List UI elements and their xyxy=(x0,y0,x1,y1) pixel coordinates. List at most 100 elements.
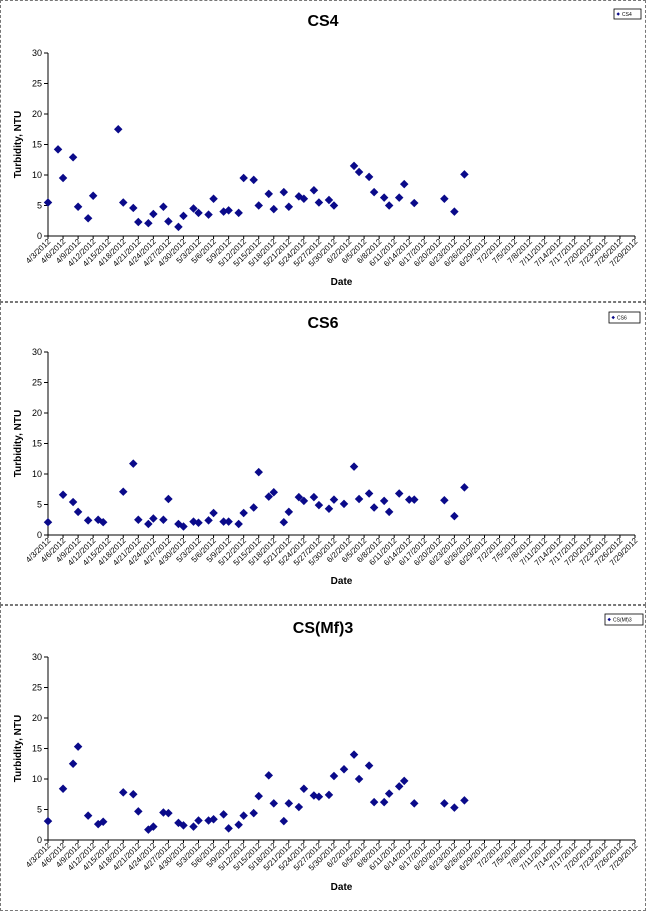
data-point xyxy=(83,214,93,223)
data-point xyxy=(379,193,389,202)
chart-title: CS6 xyxy=(307,315,338,332)
y-tick-label: 10 xyxy=(32,170,42,180)
legend-label: CS(Mf)3 xyxy=(613,617,632,623)
chart-title: CS(Mf)3 xyxy=(293,620,354,637)
data-point xyxy=(354,167,364,177)
data-point xyxy=(58,490,68,499)
data-point xyxy=(68,497,78,507)
data-point xyxy=(129,203,138,213)
data-point xyxy=(379,797,389,807)
data-point xyxy=(73,742,83,751)
y-tick-label: 0 xyxy=(37,231,42,241)
data-point xyxy=(394,489,404,498)
data-point xyxy=(314,500,324,510)
legend: CS4 xyxy=(613,8,642,20)
data-point xyxy=(249,503,258,512)
data-point xyxy=(279,517,289,527)
data-point xyxy=(113,125,123,134)
data-point xyxy=(134,515,143,524)
data-point xyxy=(249,808,258,818)
y-tick-label: 15 xyxy=(32,744,42,754)
data-point xyxy=(279,187,289,197)
data-point xyxy=(384,789,394,798)
data-point xyxy=(119,788,128,797)
data-point xyxy=(239,811,248,820)
legend: CS6 xyxy=(608,311,641,324)
data-point xyxy=(239,173,248,183)
chart-panel-cs4: CS4 CS4 Turbidity, NTU 0 5 10 15 20 25 30 4/3/2012… xyxy=(0,0,646,302)
data-point xyxy=(329,201,339,210)
data-point xyxy=(119,487,128,496)
data-point xyxy=(309,492,319,502)
data-point xyxy=(354,494,364,504)
data-point xyxy=(324,790,334,800)
data-point xyxy=(394,193,404,202)
data-point xyxy=(98,817,108,826)
data-point xyxy=(53,145,63,154)
data-point xyxy=(58,173,68,183)
data-point xyxy=(309,186,319,195)
legend-box xyxy=(608,311,641,324)
data-point xyxy=(284,799,294,808)
data-point xyxy=(349,750,359,759)
data-point xyxy=(219,517,228,526)
data-point xyxy=(410,198,419,208)
data-point xyxy=(164,808,173,818)
chart-panel-csmf3: CS(Mf)3 CS(Mf)3 Turbidity, NTU 0 5 10 15 20 25 30… xyxy=(0,605,646,911)
data-point xyxy=(329,495,339,504)
data-point xyxy=(134,807,143,816)
data-point xyxy=(399,776,409,786)
series-csmf3 xyxy=(43,742,469,834)
data-point xyxy=(224,824,233,833)
data-point xyxy=(204,210,213,219)
data-point xyxy=(249,175,258,185)
x-axis-label: Date xyxy=(331,576,353,587)
data-point xyxy=(324,504,334,514)
y-tick-label: 30 xyxy=(32,48,42,58)
data-point xyxy=(369,797,379,807)
data-point xyxy=(83,811,93,820)
data-point xyxy=(159,808,168,817)
data-point xyxy=(149,209,158,219)
data-point xyxy=(269,488,279,497)
data-point xyxy=(68,759,78,768)
data-point xyxy=(164,494,173,504)
data-point xyxy=(404,495,414,504)
data-point xyxy=(204,516,213,525)
data-point xyxy=(299,194,309,204)
legend-marker xyxy=(616,12,620,16)
chart-csmf3: CS(Mf)3 CS(Mf)3 Turbidity, NTU 0 5 10 15 20 25 30… xyxy=(13,613,644,893)
data-point xyxy=(234,519,243,529)
y-tick-label: 15 xyxy=(32,140,42,150)
data-point xyxy=(73,507,83,517)
data-point xyxy=(410,799,419,808)
data-point xyxy=(224,517,233,526)
data-point xyxy=(394,782,404,791)
data-point xyxy=(264,492,273,501)
data-point xyxy=(179,522,188,531)
data-point xyxy=(284,202,294,211)
data-point xyxy=(450,511,459,521)
data-point xyxy=(179,821,188,830)
data-point xyxy=(450,803,459,812)
data-point xyxy=(129,790,138,799)
data-point xyxy=(194,208,203,218)
data-point xyxy=(254,467,263,477)
data-point xyxy=(264,189,273,199)
data-point xyxy=(299,784,309,794)
y-tick-label: 25 xyxy=(32,79,42,89)
y-tick-label: 5 xyxy=(37,201,42,211)
data-point xyxy=(460,170,469,179)
data-point xyxy=(43,198,53,207)
data-point xyxy=(144,519,153,529)
y-axis-label: Turbidity, NTU xyxy=(13,410,24,477)
data-point xyxy=(149,514,158,523)
y-axis-label: Turbidity, NTU xyxy=(13,111,24,178)
data-point xyxy=(68,153,78,162)
data-point xyxy=(440,799,449,808)
data-point xyxy=(254,201,263,210)
data-point xyxy=(209,508,218,518)
data-point xyxy=(299,496,309,506)
y-tick-label: 20 xyxy=(32,713,42,723)
